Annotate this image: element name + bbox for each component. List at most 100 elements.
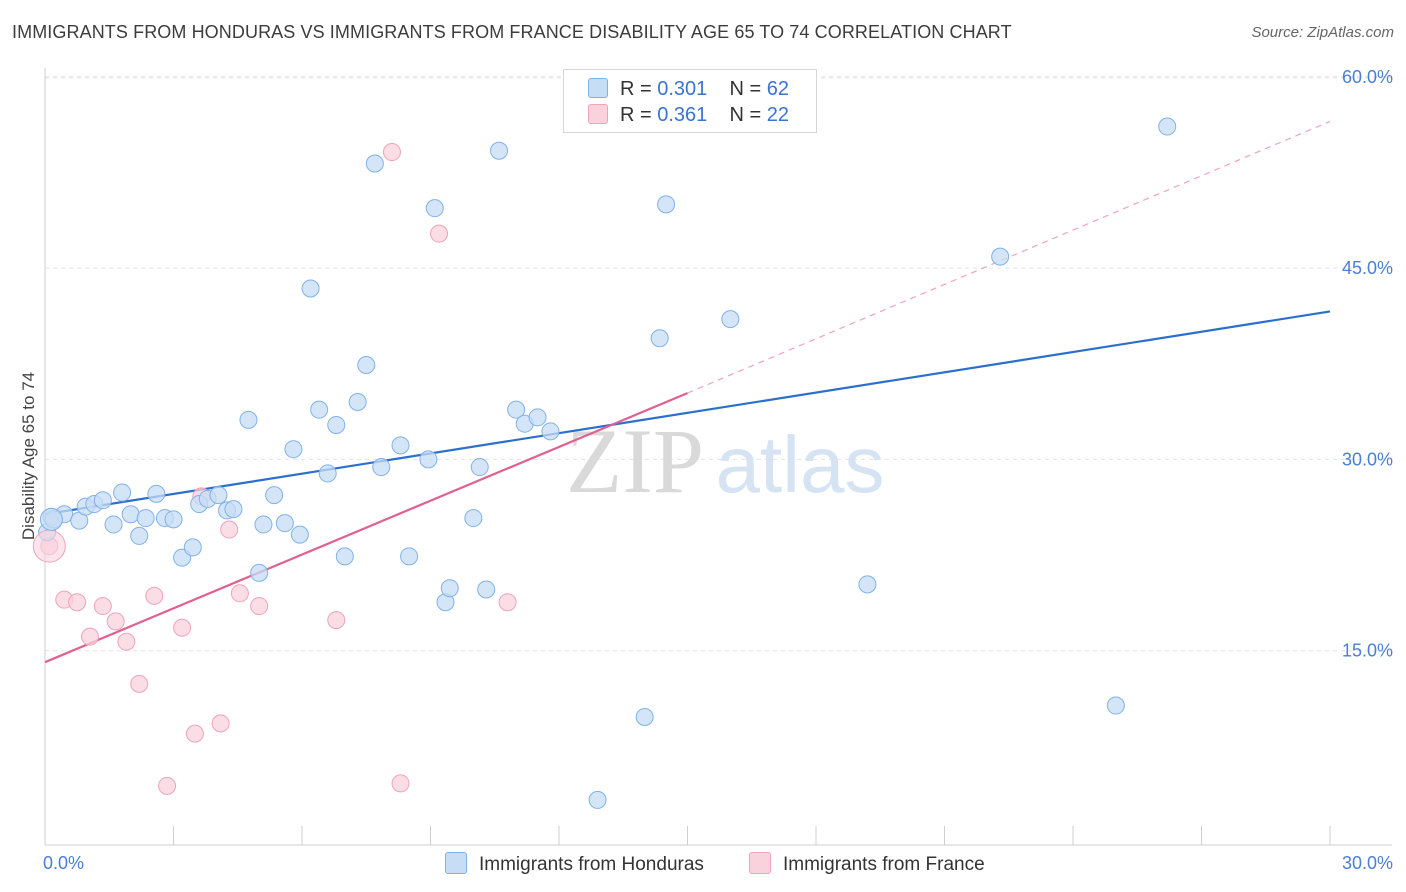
watermark-zip: ZIP (566, 410, 704, 512)
point-france (498, 593, 517, 612)
legend-r-label: R = (620, 78, 652, 100)
legend-n-value: 62 (766, 78, 790, 100)
point-honduras (635, 708, 654, 727)
legend-row-honduras: R = 0.301 N = 62 (588, 78, 789, 100)
chart-source: Source: ZipAtlas.com (1251, 24, 1394, 41)
point-honduras (265, 486, 284, 505)
point-honduras (318, 464, 337, 483)
bottom-legend-swatch-france (749, 852, 771, 874)
axes (44, 68, 1392, 846)
trend-lines (44, 120, 1331, 664)
point-honduras (477, 580, 496, 599)
point-honduras (104, 515, 123, 534)
point-honduras (528, 408, 547, 427)
point-honduras (284, 440, 303, 459)
point-france (382, 143, 401, 162)
point-honduras (301, 279, 320, 298)
point-honduras (588, 790, 607, 809)
point-honduras (541, 422, 560, 441)
point-honduras (183, 538, 202, 557)
point-honduras (721, 310, 740, 329)
point-honduras (1158, 117, 1177, 136)
point-honduras (372, 458, 391, 477)
legend-n-label: N = (729, 78, 762, 100)
gridlines (45, 76, 1392, 652)
y-tick-label: 30.0% (1342, 449, 1393, 469)
point-honduras (327, 415, 346, 434)
point-honduras (391, 436, 410, 455)
point-honduras (39, 507, 63, 531)
point-honduras (400, 547, 419, 566)
point-honduras (310, 400, 329, 419)
point-honduras (419, 450, 438, 469)
chart-title: IMMIGRANTS FROM HONDURAS VS IMMIGRANTS F… (12, 22, 1012, 42)
data-points (32, 117, 1177, 809)
point-honduras (113, 483, 132, 502)
point-honduras (335, 547, 354, 566)
point-honduras (254, 515, 273, 534)
legend-n-value: 22 (766, 104, 790, 126)
point-honduras (209, 486, 228, 505)
point-honduras (991, 247, 1010, 266)
point-honduras (93, 491, 112, 510)
point-honduras (164, 510, 183, 529)
point-france (32, 529, 66, 563)
point-honduras (1106, 696, 1125, 715)
point-france (130, 674, 149, 693)
point-france (230, 584, 249, 603)
point-honduras (657, 195, 676, 214)
point-honduras (147, 484, 166, 503)
point-france (430, 224, 449, 243)
bottom-legend-honduras: Immigrants from Honduras (445, 852, 704, 876)
point-honduras (290, 525, 309, 544)
bottom-legend: Immigrants from Honduras Immigrants from… (0, 852, 1406, 878)
point-honduras (357, 356, 376, 375)
point-france (391, 774, 410, 793)
point-france (93, 597, 112, 616)
point-france (185, 724, 204, 743)
point-france (211, 714, 230, 733)
y-axis-label: Disability Age 65 to 74 (19, 372, 38, 540)
legend-swatch-france (588, 104, 608, 124)
point-honduras (490, 141, 509, 160)
bottom-legend-swatch-honduras (445, 852, 467, 874)
point-honduras (239, 410, 258, 429)
point-france (68, 593, 87, 612)
x-tick-label: 30.0% (1342, 853, 1393, 873)
point-france (106, 612, 125, 631)
bottom-legend-label-france: Immigrants from France (783, 854, 985, 875)
point-france (327, 611, 346, 630)
legend-r-value: 0.361 (657, 104, 708, 126)
point-honduras (507, 400, 526, 419)
point-honduras (121, 505, 140, 524)
y-tick-label: 15.0% (1342, 641, 1393, 661)
point-honduras (464, 509, 483, 528)
bottom-legend-france: Immigrants from France (749, 852, 985, 876)
y-tick-label: 45.0% (1342, 258, 1393, 278)
point-france (117, 632, 136, 651)
point-honduras (224, 500, 243, 519)
point-honduras (130, 526, 149, 545)
point-france (145, 586, 164, 605)
trend-line-honduras (44, 310, 1331, 516)
point-honduras (348, 393, 367, 412)
point-honduras (250, 563, 269, 582)
point-honduras (365, 154, 384, 173)
y-tick-labels: 15.0% 30.0% 45.0% 60.0% (1342, 67, 1393, 661)
x-tick-labels: 0.0% 30.0% (43, 853, 1393, 873)
point-france (220, 520, 239, 539)
point-honduras (440, 579, 459, 598)
point-france (173, 618, 192, 637)
point-honduras (470, 458, 489, 477)
watermark: ZIP atlas (566, 410, 884, 512)
x-tick-label: 0.0% (43, 853, 84, 873)
watermark-atlas: atlas (716, 420, 885, 509)
bottom-legend-label-honduras: Immigrants from Honduras (479, 854, 704, 875)
point-honduras (858, 575, 877, 594)
legend-r-value: 0.301 (657, 78, 708, 100)
point-france (80, 627, 99, 646)
point-honduras (425, 199, 444, 218)
legend-box: R = 0.301 N = 62 R = 0.361 N = 22 (563, 69, 817, 133)
point-honduras (650, 329, 669, 348)
point-honduras (136, 509, 155, 528)
